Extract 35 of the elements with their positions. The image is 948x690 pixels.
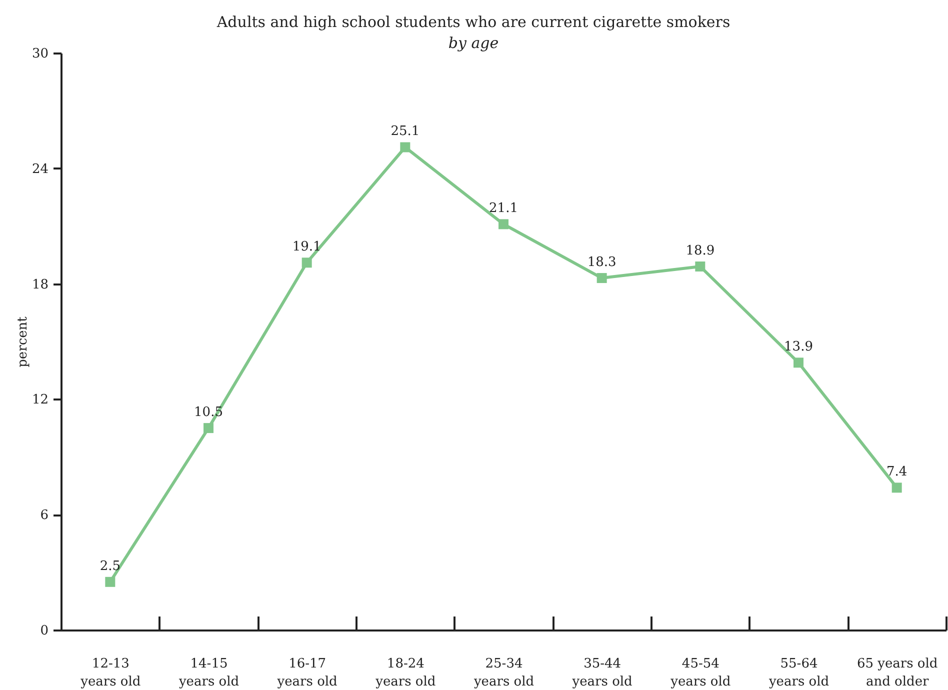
x-tick-label: 14-15 years old	[178, 656, 240, 690]
data-label: 18.9	[686, 243, 715, 258]
data-label: 25.1	[390, 124, 420, 140]
data-label: 13.9	[784, 340, 813, 355]
point	[892, 482, 902, 493]
y-axis-title: percent	[16, 316, 30, 368]
point	[498, 219, 508, 230]
x-tick-label: 18-24 years old	[374, 656, 436, 690]
x-tick-label: 45-54 years old	[670, 656, 731, 690]
y-tick-label: 0	[40, 624, 48, 638]
y-tick-label: 6	[40, 508, 48, 524]
point	[400, 142, 410, 152]
x-tick-label: 55-64 years old	[768, 656, 830, 690]
y-tick-label: 30	[32, 46, 48, 62]
point	[302, 258, 312, 268]
point	[596, 273, 607, 284]
data-label: 21.1	[489, 201, 518, 216]
x-tick-label: 12-13 years old	[80, 656, 141, 690]
data-label: 19.1	[292, 240, 322, 255]
point	[695, 261, 706, 272]
point	[105, 576, 116, 587]
y-tick-label: 24	[32, 162, 48, 177]
data-label: 18.3	[587, 255, 616, 270]
point	[204, 423, 214, 434]
data-label: 7.4	[886, 464, 908, 480]
x-tick-label: 65 years old and older	[856, 656, 938, 690]
x-tick-label: 16-17 years old	[276, 656, 338, 690]
point	[794, 358, 804, 368]
x-tick-label: 35-44 years old	[571, 656, 632, 690]
x-tick-label: 25-34 years old	[472, 656, 534, 690]
chart-title: Adults and high school students who are current cigarette smokers	[216, 13, 730, 31]
chart-subtitle: by age	[448, 34, 499, 52]
data-label: 2.5	[100, 558, 121, 574]
y-tick-label: 12	[32, 392, 48, 408]
y-tick-label: 18	[32, 277, 48, 292]
